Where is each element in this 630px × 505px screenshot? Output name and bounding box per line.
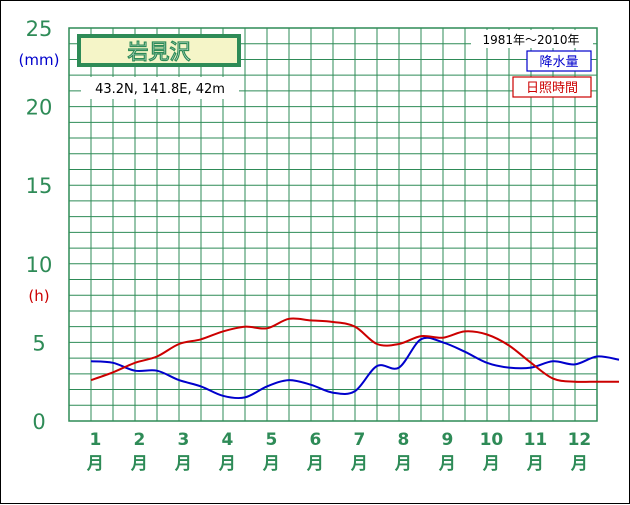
x-tick-suffix: 月 xyxy=(482,454,500,474)
x-tick-suffix: 月 xyxy=(394,454,412,474)
x-tick-label: 5 xyxy=(265,430,277,450)
x-tick-label: 8 xyxy=(397,430,409,450)
x-tick-suffix: 月 xyxy=(526,454,544,474)
x-tick-suffix: 月 xyxy=(306,454,324,474)
title-box: 岩見沢 xyxy=(77,34,241,67)
sunshine-line xyxy=(90,317,619,383)
x-tick-suffix: 月 xyxy=(130,454,148,474)
x-tick-suffix: 月 xyxy=(350,454,368,474)
y-tick-label: 25 xyxy=(26,17,53,41)
chart-title: 岩見沢 xyxy=(128,40,191,64)
x-tick-labels: 1 月 2 月 3 月 4 月 5 月 6 月 7 月 8 月 9 月 10 月 11 月 12 月 xyxy=(86,430,591,474)
location-box xyxy=(81,77,239,99)
x-tick-suffix: 月 xyxy=(174,454,192,474)
sun-unit-label: (h) xyxy=(28,287,49,305)
x-tick-suffix: 月 xyxy=(570,454,588,474)
x-tick-label: 10 xyxy=(480,430,504,450)
legend: 降水量 日照時間 xyxy=(512,50,592,98)
y-tick-labels: 0 5 10 15 20 25 xyxy=(26,17,53,434)
x-tick-suffix: 月 xyxy=(262,454,280,474)
chart-subtitle: 43.2N, 141.8E, 42m xyxy=(95,82,225,97)
legend-sun-box xyxy=(512,76,592,98)
x-tick-label: 1 xyxy=(89,430,101,450)
x-tick-label: 3 xyxy=(177,430,189,450)
y-tick-label: 0 xyxy=(32,410,45,434)
x-tick-label: 7 xyxy=(353,430,365,450)
y-tick-label: 20 xyxy=(26,96,53,120)
x-tick-suffix: 月 xyxy=(438,454,456,474)
x-tick-label: 11 xyxy=(524,430,548,450)
y-tick-label: 5 xyxy=(32,331,45,355)
x-tick-suffix: 月 xyxy=(218,454,236,474)
series-lines xyxy=(90,317,620,400)
precip-unit-label: (mm) xyxy=(19,51,60,69)
period-box xyxy=(471,30,593,48)
legend-precip-box xyxy=(526,50,592,72)
x-tick-label: 2 xyxy=(133,430,145,450)
x-tick-label: 6 xyxy=(309,430,321,450)
x-tick-label: 9 xyxy=(441,430,453,450)
precip-line xyxy=(90,336,620,400)
period-label: 1981年〜2010年 xyxy=(482,33,579,47)
legend-precip-label: 降水量 xyxy=(539,55,578,70)
x-tick-label: 4 xyxy=(221,430,233,450)
x-tick-suffix: 月 xyxy=(86,454,104,474)
legend-sun-label: 日照時間 xyxy=(526,81,578,96)
y-tick-label: 10 xyxy=(26,253,53,277)
x-tick-label: 12 xyxy=(568,430,592,450)
y-tick-label: 15 xyxy=(26,174,53,198)
